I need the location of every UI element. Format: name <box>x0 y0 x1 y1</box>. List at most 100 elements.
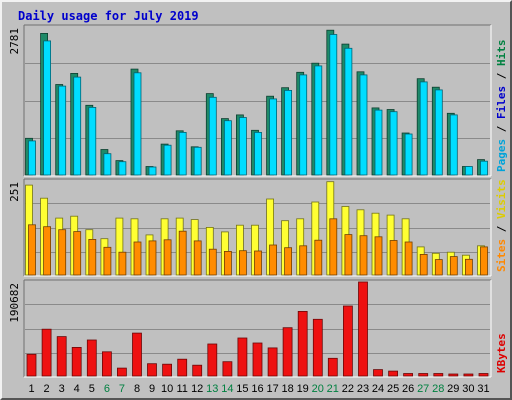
bar-kbytes-day-3 <box>56 336 67 377</box>
day-label: 17 <box>266 383 278 395</box>
bar-kbytes-day-16 <box>252 342 263 377</box>
bar-files-day-14 <box>223 120 232 176</box>
bar-files-day-31 <box>480 160 488 176</box>
legend-entry: Sites <box>495 239 508 272</box>
bar-files-day-17 <box>269 98 278 176</box>
bar-sites-day-11 <box>178 230 187 276</box>
bar-sites-day-20 <box>314 239 323 276</box>
day-label: 26 <box>402 383 414 395</box>
chart-title: Daily usage for July 2019 <box>18 9 199 23</box>
bar-kbytes-day-4 <box>71 346 82 377</box>
day-label: 30 <box>462 383 474 395</box>
bar-kbytes-day-11 <box>177 358 188 377</box>
bar-kbytes-day-17 <box>267 347 278 377</box>
bar-sites-day-22 <box>344 234 353 276</box>
bar-kbytes-day-6 <box>102 351 112 377</box>
bar-files-day-18 <box>284 90 293 176</box>
bar-files-day-12 <box>193 146 202 176</box>
bar-sites-day-18 <box>284 247 293 276</box>
day-label: 24 <box>372 383 384 395</box>
bar-kbytes-day-27 <box>418 373 429 377</box>
bar-sites-day-12 <box>193 240 202 276</box>
series-legend: KBytes <box>495 333 508 373</box>
bar-files-day-7 <box>118 161 127 176</box>
bar-sites-day-19 <box>299 245 308 276</box>
series-legend: Pages / Files / Hits <box>495 40 508 173</box>
day-label: 6 <box>104 383 110 395</box>
bar-kbytes-day-12 <box>192 364 203 377</box>
day-label: 20 <box>312 383 324 395</box>
bar-files-day-21 <box>329 34 338 176</box>
bar-kbytes-day-21 <box>327 357 338 377</box>
bar-files-day-19 <box>299 74 308 176</box>
bar-sites-day-9 <box>148 240 157 276</box>
axis-max-label: 251 <box>8 182 21 202</box>
bar-files-day-13 <box>208 96 217 176</box>
bar-kbytes-day-15 <box>237 337 248 377</box>
bar-kbytes-day-31 <box>478 373 489 377</box>
bar-sites-day-15 <box>238 250 247 276</box>
day-label: 13 <box>206 383 218 395</box>
bar-sites-day-13 <box>208 248 217 276</box>
bar-sites-day-16 <box>254 250 262 276</box>
bar-files-day-25 <box>389 111 398 176</box>
day-label: 23 <box>357 383 369 395</box>
panel-visits-sites: 251 Sites / Visits <box>8 178 508 277</box>
chart-panels: 2781 Pages / Files / Hits 251 Sites / Visit… <box>8 24 508 378</box>
bar-kbytes-day-2 <box>41 328 52 377</box>
bar-files-day-1 <box>28 140 36 176</box>
legend-entry: Hits <box>495 40 508 67</box>
day-label: 1 <box>28 383 34 395</box>
bar-sites-day-30 <box>464 258 473 276</box>
bar-files-day-29 <box>449 114 458 176</box>
bar-sites-day-31 <box>480 246 488 276</box>
bar-kbytes-day-19 <box>297 310 308 377</box>
series-legend: Sites / Visits <box>495 179 508 272</box>
bar-sites-day-23 <box>359 235 368 276</box>
bar-kbytes-day-5 <box>86 339 97 377</box>
bar-kbytes-day-1 <box>26 353 37 377</box>
bar-files-day-2 <box>43 40 51 176</box>
day-label: 7 <box>119 383 125 395</box>
bar-kbytes-day-14 <box>222 361 233 377</box>
day-label: 4 <box>74 383 80 395</box>
day-label: 21 <box>327 383 339 395</box>
bar-sites-day-25 <box>389 240 398 276</box>
bar-files-day-22 <box>344 47 353 176</box>
bar-kbytes-day-8 <box>132 332 142 377</box>
day-label: 5 <box>89 383 95 395</box>
bar-kbytes-day-9 <box>147 363 157 377</box>
bar-kbytes-day-22 <box>342 305 353 377</box>
legend-entry: Files <box>495 86 508 119</box>
bar-files-day-15 <box>238 117 247 176</box>
bar-files-day-8 <box>133 72 142 176</box>
bar-kbytes-day-23 <box>358 281 368 377</box>
bar-sites-day-29 <box>449 256 458 276</box>
bar-files-day-9 <box>148 166 157 176</box>
panel-kbytes: 190682 KBytes <box>8 279 508 378</box>
day-label: 3 <box>59 383 65 395</box>
day-label: 19 <box>297 383 309 395</box>
day-label: 28 <box>432 383 444 395</box>
day-label: 27 <box>417 383 429 395</box>
day-axis: 1 2 3 4 5 6 7 8 9 10 11 12 13 14 15 16 17 18 19 20 21 22 23 24 2… <box>28 383 489 395</box>
bar-sites-day-2 <box>43 226 51 276</box>
day-label: 29 <box>447 383 459 395</box>
bar-files-day-27 <box>419 81 428 176</box>
bar-kbytes-day-18 <box>282 327 293 377</box>
day-label: 10 <box>161 383 173 395</box>
bar-sites-day-14 <box>223 250 232 276</box>
day-label: 18 <box>281 383 293 395</box>
legend-entry: / <box>495 66 508 86</box>
day-label: 2 <box>44 383 50 395</box>
bar-files-day-4 <box>73 76 82 176</box>
day-label: 15 <box>236 383 248 395</box>
bar-sites-day-21 <box>329 218 338 276</box>
day-label: 25 <box>387 383 399 395</box>
bar-kbytes-day-29 <box>448 373 459 377</box>
bar-kbytes-day-20 <box>312 318 323 377</box>
bar-sites-day-3 <box>58 229 67 276</box>
bar-sites-day-8 <box>133 241 142 276</box>
bar-files-day-11 <box>178 131 187 176</box>
